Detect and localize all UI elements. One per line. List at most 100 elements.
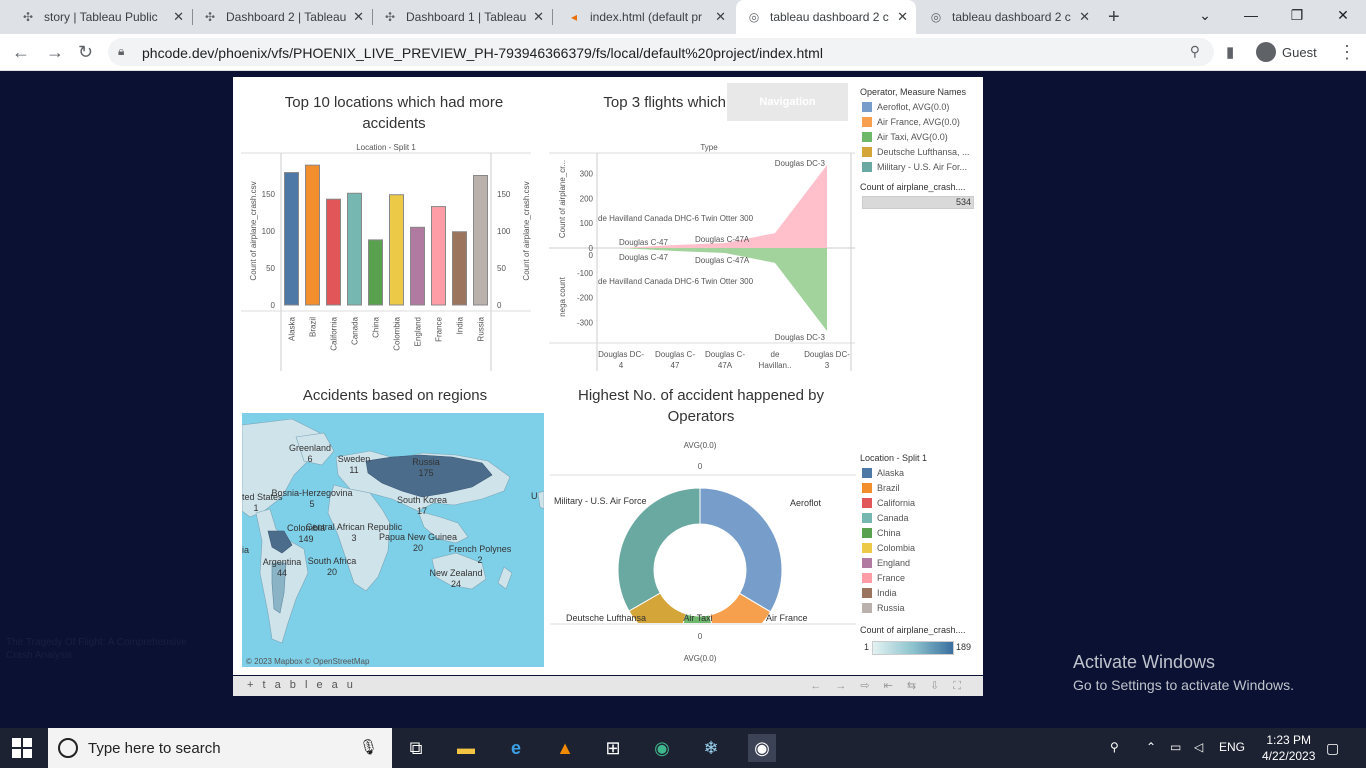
menu-icon[interactable]: ⋮ xyxy=(1338,42,1356,62)
legend-item[interactable]: Aeroflot, AVG(0.0) xyxy=(862,102,949,112)
clock-time: 1:23 PM xyxy=(1266,733,1312,747)
taskbar-search[interactable]: Type here to search 🎙︎ xyxy=(48,728,392,768)
legend-item[interactable]: California xyxy=(862,498,915,508)
y2-axis-title: Count of airplane_crash.csv xyxy=(522,181,531,280)
x-tick-label: Douglas DC- xyxy=(598,350,644,359)
legend-item[interactable]: India xyxy=(862,588,897,598)
task-view-icon[interactable]: ⧉ xyxy=(409,737,423,758)
map-region-label: U xyxy=(531,491,538,501)
app-icon[interactable]: ❄ xyxy=(703,737,719,758)
bar-chart: Location - Split 1 0 0 50 50 100 100 150 150 Coun… xyxy=(241,143,531,371)
close-icon[interactable]: ✕ xyxy=(533,9,544,24)
address-bar[interactable]: 🔒︎ phcode.dev/phoenix/vfs/PHOENIX_LIVE_P… xyxy=(108,38,1214,66)
map-region-label: Bosnia-Herzegovina xyxy=(271,488,352,498)
language-indicator[interactable]: ENG xyxy=(1219,740,1246,754)
legend-item[interactable]: Air France, AVG(0.0) xyxy=(862,117,960,127)
legend-item[interactable]: Colombia xyxy=(862,543,915,553)
map-region-value: 11 xyxy=(349,465,358,475)
tableau-icon: ✣ xyxy=(204,10,216,24)
x-tick-label: Colombia xyxy=(393,316,402,350)
browser-tab[interactable]: ✣ Dashboard 2 | Tableau ✕ xyxy=(192,0,373,34)
area-annotation: Douglas C-47A xyxy=(695,235,750,244)
y2-tick-label: 0 xyxy=(497,301,502,310)
story-caption: The Tragedy Of Flight: A Comprehensive C… xyxy=(6,637,187,661)
close-icon[interactable]: ✕ xyxy=(1079,9,1090,24)
tableau-logo[interactable]: + t a b l e a u xyxy=(247,679,356,691)
donut-group xyxy=(617,487,783,623)
tableau-icon: ✣ xyxy=(22,10,34,24)
people-icon[interactable]: ⚲ xyxy=(1110,740,1119,754)
restore-icon[interactable]: ❐ xyxy=(1290,6,1304,23)
windows-start-icon[interactable] xyxy=(12,738,32,758)
legend-title: Location - Split 1 xyxy=(860,453,928,463)
legend-item[interactable]: China xyxy=(862,528,901,538)
y-tick-label: -100 xyxy=(577,269,594,278)
operators-legend: Operator, Measure Names Aeroflot, AVG(0.… xyxy=(860,87,978,217)
legend-item[interactable]: Air Taxi, AVG(0.0) xyxy=(862,132,948,142)
bar xyxy=(305,164,320,306)
close-icon[interactable]: ✕ xyxy=(715,9,726,24)
close-icon[interactable]: ✕ xyxy=(353,9,364,24)
x-tick-label: Brazil xyxy=(309,317,318,337)
legend-label: England xyxy=(877,558,911,568)
system-clock[interactable]: 1:23 PM 4/22/2023 xyxy=(1262,732,1315,764)
legend-item[interactable]: Military - U.S. Air For... xyxy=(862,162,967,172)
forward-icon[interactable]: → xyxy=(46,42,64,62)
legend-item[interactable]: Russia xyxy=(862,603,905,613)
close-icon[interactable]: ✕ xyxy=(173,9,184,24)
tab-search-icon[interactable]: ⌄ xyxy=(1199,6,1211,23)
legend-item[interactable]: Alaska xyxy=(862,468,904,478)
y-tick-label: -300 xyxy=(577,319,594,328)
microphone-icon[interactable]: 🎙︎ xyxy=(358,739,378,756)
sidepanel-icon[interactable]: ▮ xyxy=(1226,44,1235,61)
minimize-icon[interactable]: — xyxy=(1244,7,1258,23)
profile-button[interactable]: Guest xyxy=(1254,38,1326,66)
browser-tab-active[interactable]: ◎ tableau dashboard 2 c ✕ xyxy=(736,0,916,34)
legend-swatch xyxy=(862,573,872,583)
url-text: phcode.dev/phoenix/vfs/PHOENIX_LIVE_PREV… xyxy=(142,45,823,61)
viz-toolbar-icons[interactable]: ←→⇨⇤⇆⇩⛶ xyxy=(810,680,975,692)
store-icon[interactable]: ⊞ xyxy=(605,737,621,758)
back-icon[interactable]: ← xyxy=(12,42,30,62)
browser-tab[interactable]: ✣ Dashboard 1 | Tableau ✕ xyxy=(372,0,553,34)
browser-tab[interactable]: ✣ story | Tableau Public ✕ xyxy=(10,0,193,34)
bar xyxy=(368,239,383,306)
area-series xyxy=(621,164,827,248)
activate-subtitle: Go to Settings to activate Windows. xyxy=(1073,677,1294,693)
network-icon[interactable]: ▭ xyxy=(1170,740,1182,754)
map-region-value: 3 xyxy=(351,533,356,543)
browser-tab[interactable]: ◂ index.html (default pr ✕ xyxy=(556,0,734,34)
volume-icon[interactable]: ◁ xyxy=(1194,740,1204,754)
area-annotation: de Havilland Canada DHC-6 Twin Otter 300 xyxy=(598,277,754,286)
chrome-icon[interactable]: ◉ xyxy=(748,734,776,762)
slice-label: Air Taxi xyxy=(683,613,712,623)
zoom-icon[interactable]: ⚲ xyxy=(1189,43,1200,59)
browser-tab[interactable]: ◎ tableau dashboard 2 c ✕ xyxy=(918,0,1098,34)
y-tick-label: 50 xyxy=(266,264,275,273)
reload-icon[interactable]: ↻ xyxy=(78,42,94,62)
legend-swatch xyxy=(862,498,872,508)
vlc-icon[interactable]: ▲ xyxy=(556,737,574,758)
tray-chevron-icon[interactable]: ⌃ xyxy=(1146,740,1157,754)
navigation-button[interactable]: Navigation xyxy=(727,83,848,121)
close-window-icon[interactable]: ✕ xyxy=(1337,6,1349,23)
notification-icon[interactable]: ▢ xyxy=(1326,740,1340,756)
file-explorer-icon[interactable]: ▬ xyxy=(457,737,475,758)
legend-item[interactable]: Deutsche Lufthansa, ... xyxy=(862,147,970,157)
close-icon[interactable]: ✕ xyxy=(897,9,908,24)
bar-chart-header: Location - Split 1 xyxy=(356,143,416,152)
legend-item[interactable]: France xyxy=(862,573,905,583)
count-max-label: 189 xyxy=(956,642,972,652)
legend-item[interactable]: England xyxy=(862,558,910,568)
count-min-label: 1 xyxy=(864,642,870,652)
legend-item[interactable]: Brazil xyxy=(862,483,900,493)
legend-swatch xyxy=(862,483,872,493)
legend-item[interactable]: Canada xyxy=(862,513,909,523)
edge-icon[interactable]: e xyxy=(510,737,521,758)
edge-dev-icon[interactable]: ◉ xyxy=(654,737,670,758)
new-tab-icon[interactable]: + xyxy=(1108,6,1120,28)
area-annotation: Douglas C-47A xyxy=(695,256,750,265)
legend-swatch xyxy=(862,132,872,142)
tableau-dashboard: Top 10 locations which had more accident… xyxy=(233,77,983,675)
